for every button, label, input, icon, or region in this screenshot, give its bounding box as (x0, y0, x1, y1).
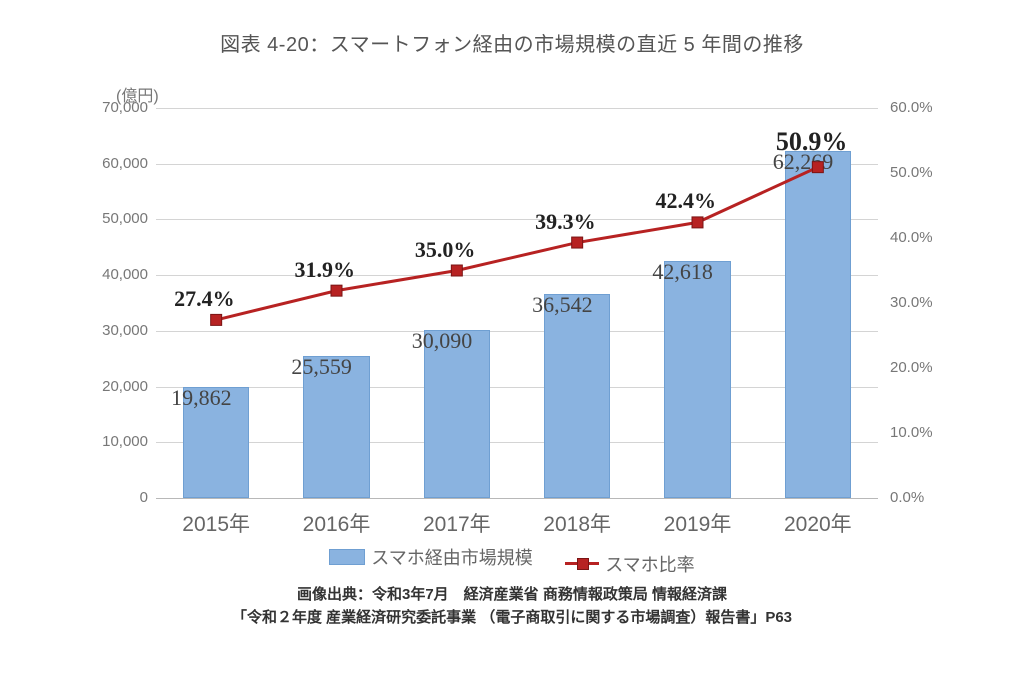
legend-item-line: スマホ比率 (565, 551, 694, 577)
source-citation: 画像出典：令和3年7月 経済産業省 商務情報政策局 情報経済課 「令和２年度 産… (0, 584, 1024, 629)
line-swatch-icon (565, 562, 599, 565)
gridline (156, 219, 878, 220)
y2-tick-label: 50.0% (890, 164, 950, 181)
gridline (156, 275, 878, 276)
bar (664, 261, 730, 498)
bar (424, 330, 490, 498)
bar-swatch-icon (329, 549, 365, 565)
bar (785, 151, 851, 498)
y2-tick-label: 20.0% (890, 359, 950, 376)
source-line-1: 画像出典：令和3年7月 経済産業省 商務情報政策局 情報経済課 (297, 586, 727, 603)
y2-tick-label: 10.0% (890, 424, 950, 441)
bar-value-label: 42,618 (652, 259, 713, 285)
legend-bar-label: スマホ経由市場規模 (371, 544, 532, 570)
gridline (156, 387, 878, 388)
y1-tick-label: 50,000 (78, 210, 148, 227)
bar-value-label: 36,542 (532, 292, 593, 318)
gridline (156, 108, 878, 109)
legend-line-label: スマホ比率 (605, 551, 694, 577)
bar (544, 294, 610, 498)
source-line-2: 「令和２年度 産業経済研究委託事業 （電子商取引に関する市場調査）報告書」P63 (232, 609, 792, 626)
gridline (156, 164, 878, 165)
line-marker-icon (211, 314, 222, 325)
legend: スマホ経由市場規模 スマホ比率 (0, 544, 1024, 577)
line-pct-label: 39.3% (535, 209, 596, 235)
y2-tick-label: 40.0% (890, 229, 950, 246)
line-marker-icon (331, 285, 342, 296)
line-pct-label: 31.9% (295, 257, 356, 283)
line-pct-label: 50.9% (776, 127, 848, 157)
line-pct-label: 35.0% (415, 237, 476, 263)
y1-tick-label: 20,000 (78, 378, 148, 395)
x-axis-line (156, 498, 878, 499)
x-category-label: 2016年 (282, 508, 392, 538)
y1-tick-label: 40,000 (78, 266, 148, 283)
x-category-label: 2019年 (643, 508, 753, 538)
x-category-label: 2020年 (763, 508, 873, 538)
chart-title: 図表 4-20：スマートフォン経由の市場規模の直近 5 年間の推移 (0, 28, 1024, 57)
legend-item-bars: スマホ経由市場規模 (329, 544, 532, 570)
bar-value-label: 25,559 (291, 354, 352, 380)
line-marker-icon (572, 237, 583, 248)
y1-tick-label: 60,000 (78, 155, 148, 172)
x-category-label: 2018年 (522, 508, 632, 538)
y1-tick-label: 70,000 (78, 99, 148, 116)
x-category-label: 2015年 (161, 508, 271, 538)
gridline (156, 442, 878, 443)
y1-tick-label: 0 (78, 489, 148, 506)
x-category-label: 2017年 (402, 508, 512, 538)
gridline (156, 331, 878, 332)
bar-value-label: 19,862 (171, 385, 232, 411)
y2-tick-label: 60.0% (890, 99, 950, 116)
y2-tick-label: 0.0% (890, 489, 950, 506)
y1-tick-label: 30,000 (78, 322, 148, 339)
line-pct-label: 42.4% (656, 188, 717, 214)
y1-tick-label: 10,000 (78, 433, 148, 450)
y2-tick-label: 30.0% (890, 294, 950, 311)
line-pct-label: 27.4% (174, 286, 235, 312)
bar-value-label: 30,090 (412, 328, 473, 354)
